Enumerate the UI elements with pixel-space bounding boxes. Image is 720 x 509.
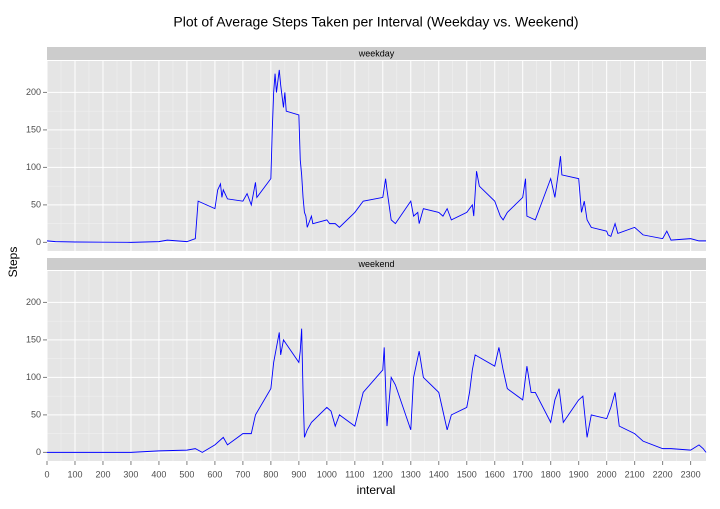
y-tick-label: 100 <box>26 162 41 172</box>
y-tick-label: 150 <box>26 334 41 344</box>
x-tick-label: 1400 <box>429 469 449 479</box>
x-tick-label: 1100 <box>345 469 364 479</box>
strip <box>47 258 706 270</box>
y-tick-label: 0 <box>36 447 41 457</box>
x-tick-label: 1000 <box>317 469 337 479</box>
y-tick-label: 150 <box>26 124 41 134</box>
strip <box>47 47 706 60</box>
x-tick-label: 700 <box>235 469 250 479</box>
x-tick-label: 1500 <box>457 469 477 479</box>
x-tick-label: 400 <box>151 469 166 479</box>
x-tick-label: 800 <box>263 469 278 479</box>
x-tick-label: 300 <box>123 469 138 479</box>
y-tick-label: 50 <box>31 199 41 209</box>
x-tick-label: 2000 <box>597 469 617 479</box>
y-tick-label: 0 <box>36 237 41 247</box>
line <box>47 328 707 453</box>
x-tick-label: 1200 <box>373 469 393 479</box>
y-tick-label: 50 <box>31 409 41 419</box>
x-tick-label: 1700 <box>513 469 533 479</box>
y-tick-label: 200 <box>26 297 41 307</box>
x-tick-label: 2300 <box>681 469 701 479</box>
x-tick-label: 500 <box>179 469 194 479</box>
chart-title: Plot of Average Steps Taken per Interval… <box>173 14 578 30</box>
x-tick-label: 2200 <box>653 469 673 479</box>
x-tick-label: 0 <box>44 469 49 479</box>
x-tick-label: 200 <box>95 469 110 479</box>
y-tick-label: 100 <box>26 372 41 382</box>
strip-label: weekend <box>357 259 394 269</box>
x-tick-label: 1800 <box>541 469 561 479</box>
x-tick-label: 600 <box>207 469 222 479</box>
x-tick-label: 1900 <box>569 469 589 479</box>
x-tick-label: 900 <box>291 469 306 479</box>
x-tick-label: 100 <box>67 469 82 479</box>
x-tick-label: 1300 <box>401 469 421 479</box>
x-axis-label: interval <box>357 483 396 497</box>
x-tick-label: 1600 <box>485 469 505 479</box>
strip-label: weekday <box>358 48 395 58</box>
y-tick-label: 200 <box>26 87 41 97</box>
line <box>46 69 706 243</box>
x-tick-label: 2100 <box>625 469 645 479</box>
y-axis-label: Steps <box>6 247 20 278</box>
